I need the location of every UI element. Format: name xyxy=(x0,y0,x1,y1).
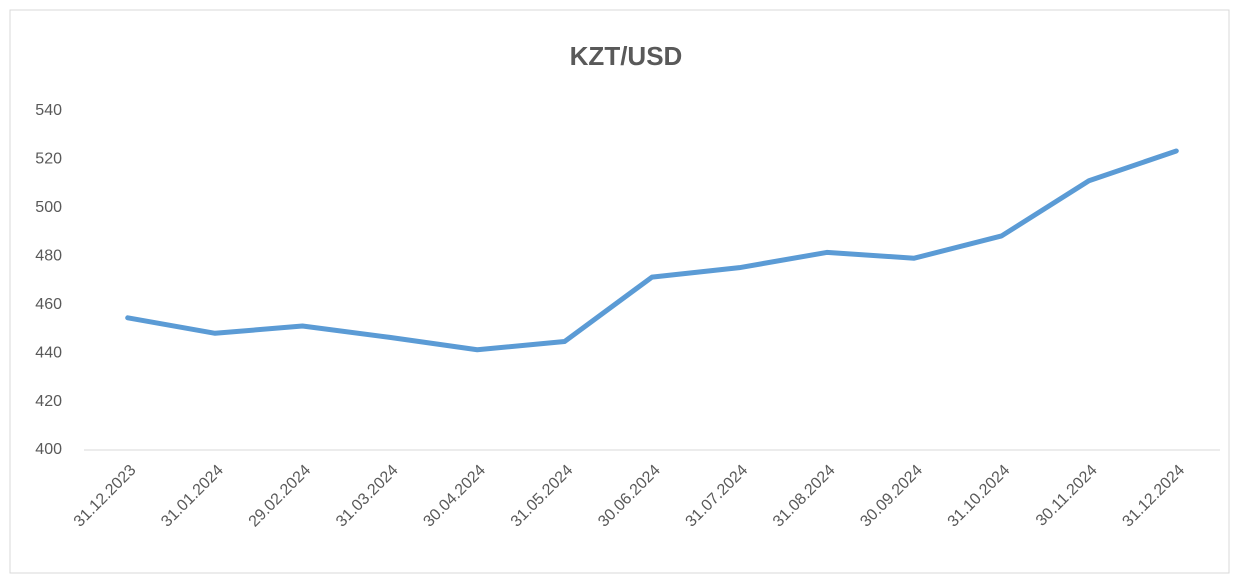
y-tick-label: 540 xyxy=(35,102,62,119)
chart-border xyxy=(9,9,1230,574)
chart-title: KZT/USD xyxy=(570,41,683,71)
data-line xyxy=(125,148,1179,353)
y-tick-label: 420 xyxy=(35,393,62,410)
y-tick-label: 500 xyxy=(35,199,62,216)
y-tick-label: 480 xyxy=(35,248,62,265)
y-tick-label: 440 xyxy=(35,344,62,361)
y-tick-label: 520 xyxy=(35,151,62,168)
y-tick-label: 460 xyxy=(35,296,62,313)
y-tick-label: 400 xyxy=(35,441,62,458)
